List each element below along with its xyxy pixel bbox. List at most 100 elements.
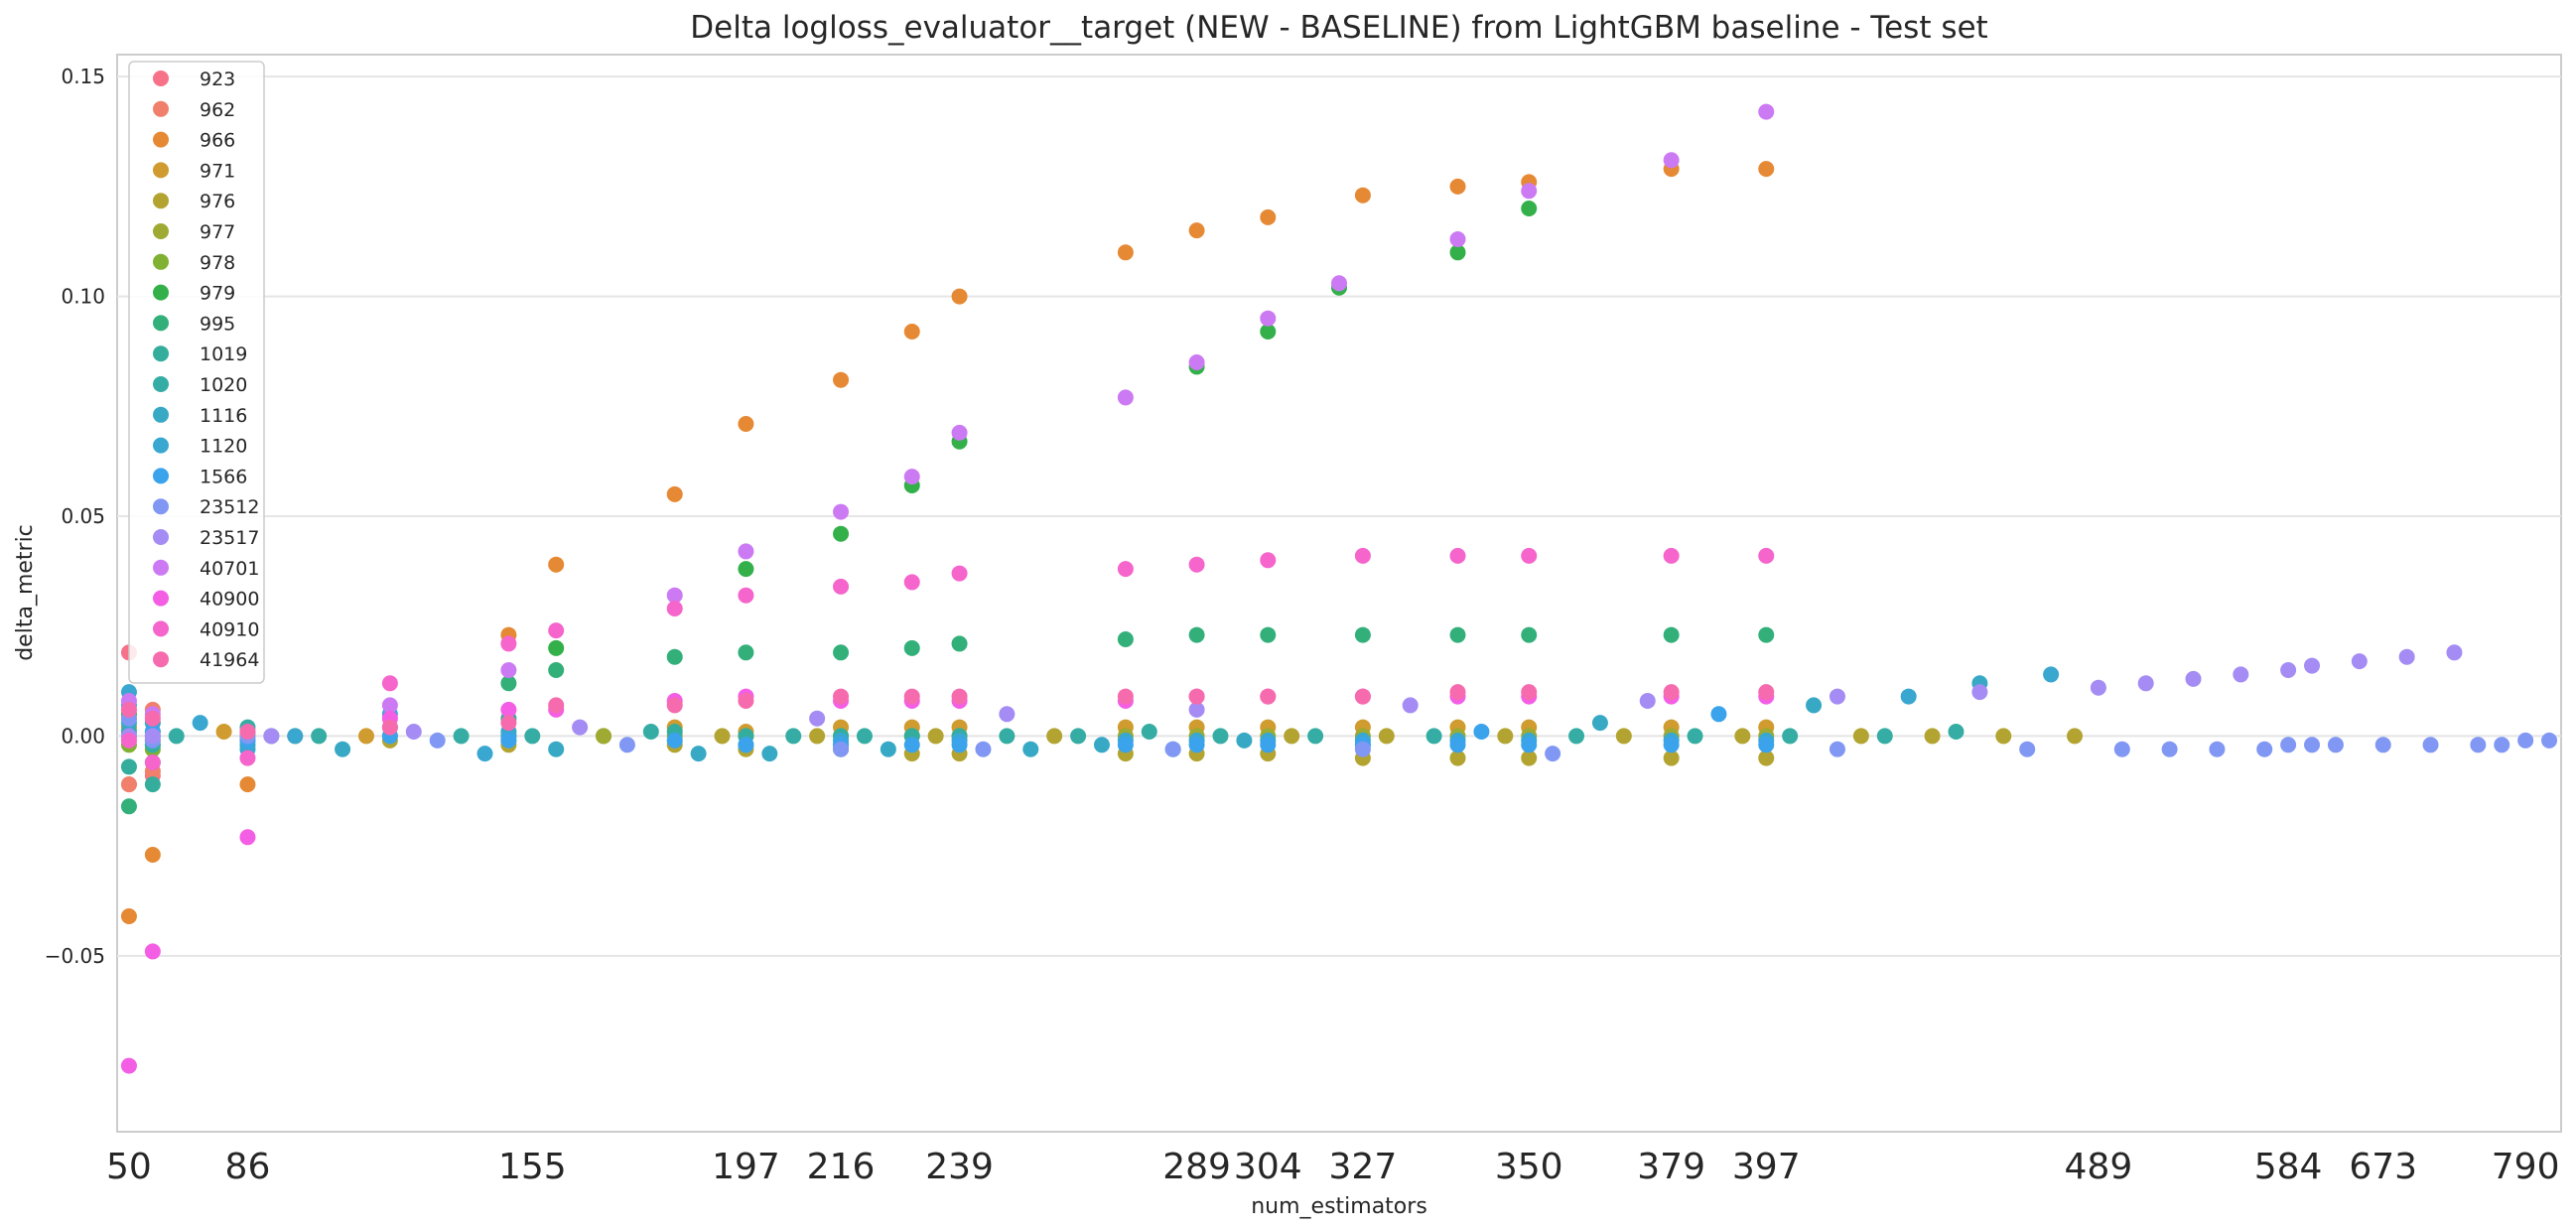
data-point-979 (1449, 244, 1466, 261)
x-tick-label: 50 (106, 1147, 152, 1187)
x-tick-label: 350 (1495, 1147, 1563, 1187)
data-point-41964 (381, 719, 398, 736)
data-point-966 (738, 416, 754, 432)
legend-marker-1020 (153, 376, 169, 392)
legend-label-23512: 23512 (200, 496, 259, 518)
data-point-1566 (1117, 737, 1134, 753)
data-point-23512 (2470, 737, 2487, 753)
legend-label-1120: 1120 (200, 436, 247, 458)
data-point-40900 (144, 943, 161, 960)
data-point-1116 (1022, 741, 1039, 757)
data-point-1020 (453, 728, 470, 745)
legend-label-976: 976 (200, 191, 235, 212)
data-point-976 (714, 728, 731, 745)
data-point-1020 (1782, 728, 1799, 745)
data-point-40910 (903, 574, 920, 591)
data-point-41964 (548, 697, 565, 714)
data-point-1020 (168, 728, 185, 745)
data-point-23512 (2304, 737, 2321, 753)
data-point-40910 (381, 675, 398, 692)
x-tick-label: 673 (2349, 1147, 2417, 1187)
data-point-40910 (239, 750, 256, 766)
legend: 923 962 966 971 976 977 978 979 995 1019 1020 1116 1… (128, 61, 265, 684)
data-point-1566 (951, 737, 968, 753)
data-point-1020 (999, 728, 1016, 745)
x-tick-label: 790 (2492, 1147, 2560, 1187)
legend-label-923: 923 (200, 68, 235, 90)
data-point-977 (596, 728, 612, 745)
data-point-966 (1117, 244, 1134, 261)
data-point-23512 (975, 741, 992, 757)
legend-label-977: 977 (200, 221, 235, 243)
data-point-40900 (500, 701, 517, 718)
data-point-1116 (548, 741, 565, 757)
data-point-41964 (951, 688, 968, 705)
data-point-1020 (311, 728, 328, 745)
data-point-976 (1521, 750, 1538, 766)
data-point-995 (951, 635, 968, 652)
legend-entries: 923 962 966 971 976 977 978 979 995 1019 1020 1116 1… (153, 68, 259, 671)
data-point-1566 (1188, 737, 1205, 753)
data-point-40910 (738, 587, 754, 604)
data-point-966 (1260, 208, 1277, 225)
data-point-979 (1260, 324, 1277, 340)
data-point-23517 (2398, 648, 2415, 665)
data-point-23517 (2446, 644, 2463, 661)
data-point-966 (548, 556, 565, 573)
legend-label-40910: 40910 (200, 618, 259, 640)
data-point-976 (1615, 728, 1632, 745)
data-point-40910 (144, 754, 161, 770)
legend-label-40701: 40701 (200, 558, 259, 580)
y-tick-label: 0.15 (61, 65, 105, 88)
data-point-966 (833, 371, 850, 388)
x-tick-label: 379 (1637, 1147, 1705, 1187)
data-point-995 (903, 639, 920, 656)
legend-label-1116: 1116 (200, 405, 247, 427)
data-point-40701 (833, 503, 850, 520)
data-point-23517 (2304, 657, 2321, 674)
data-point-995 (1521, 626, 1538, 643)
data-point-23512 (2327, 737, 2344, 753)
legend-marker-979 (153, 284, 169, 301)
data-point-966 (1758, 161, 1775, 178)
data-point-966 (1354, 187, 1371, 204)
data-point-1020 (1948, 724, 1965, 740)
data-point-23517 (2280, 662, 2297, 678)
data-point-41964 (1449, 684, 1466, 701)
data-point-23517 (1402, 697, 1419, 714)
data-point-40701 (1260, 310, 1277, 327)
data-point-1120 (1900, 688, 1917, 705)
data-point-1020 (1425, 728, 1442, 745)
data-point-1020 (1876, 728, 1893, 745)
data-point-23517 (809, 710, 826, 727)
data-point-976 (1852, 728, 1869, 745)
data-point-976 (2066, 728, 2083, 745)
data-point-1020 (524, 728, 541, 745)
data-point-976 (1449, 750, 1466, 766)
legend-label-41964: 41964 (200, 649, 259, 671)
data-point-995 (120, 798, 137, 815)
data-point-40701 (951, 424, 968, 441)
data-point-40701 (381, 697, 398, 714)
y-tick-label: 0.10 (61, 285, 105, 309)
y-axis-label: delta_metric (13, 524, 38, 661)
legend-label-978: 978 (200, 252, 235, 274)
data-point-966 (666, 485, 683, 502)
legend-label-971: 971 (200, 160, 235, 182)
legend-marker-23512 (153, 498, 169, 515)
data-point-1020 (1212, 728, 1229, 745)
data-point-1566 (500, 732, 517, 749)
data-point-1020 (1687, 728, 1703, 745)
legend-label-1566: 1566 (200, 466, 247, 487)
data-point-23517 (2185, 670, 2202, 687)
data-point-23512 (833, 741, 850, 757)
y-tick-label: 0.00 (61, 724, 105, 748)
data-point-995 (1449, 626, 1466, 643)
data-point-1020 (1070, 728, 1087, 745)
legend-marker-41964 (153, 651, 169, 668)
data-point-1019 (120, 758, 137, 775)
data-point-1566 (1449, 737, 1466, 753)
data-point-40910 (833, 578, 850, 595)
legend-marker-966 (153, 131, 169, 148)
data-point-40701 (1331, 275, 1347, 292)
